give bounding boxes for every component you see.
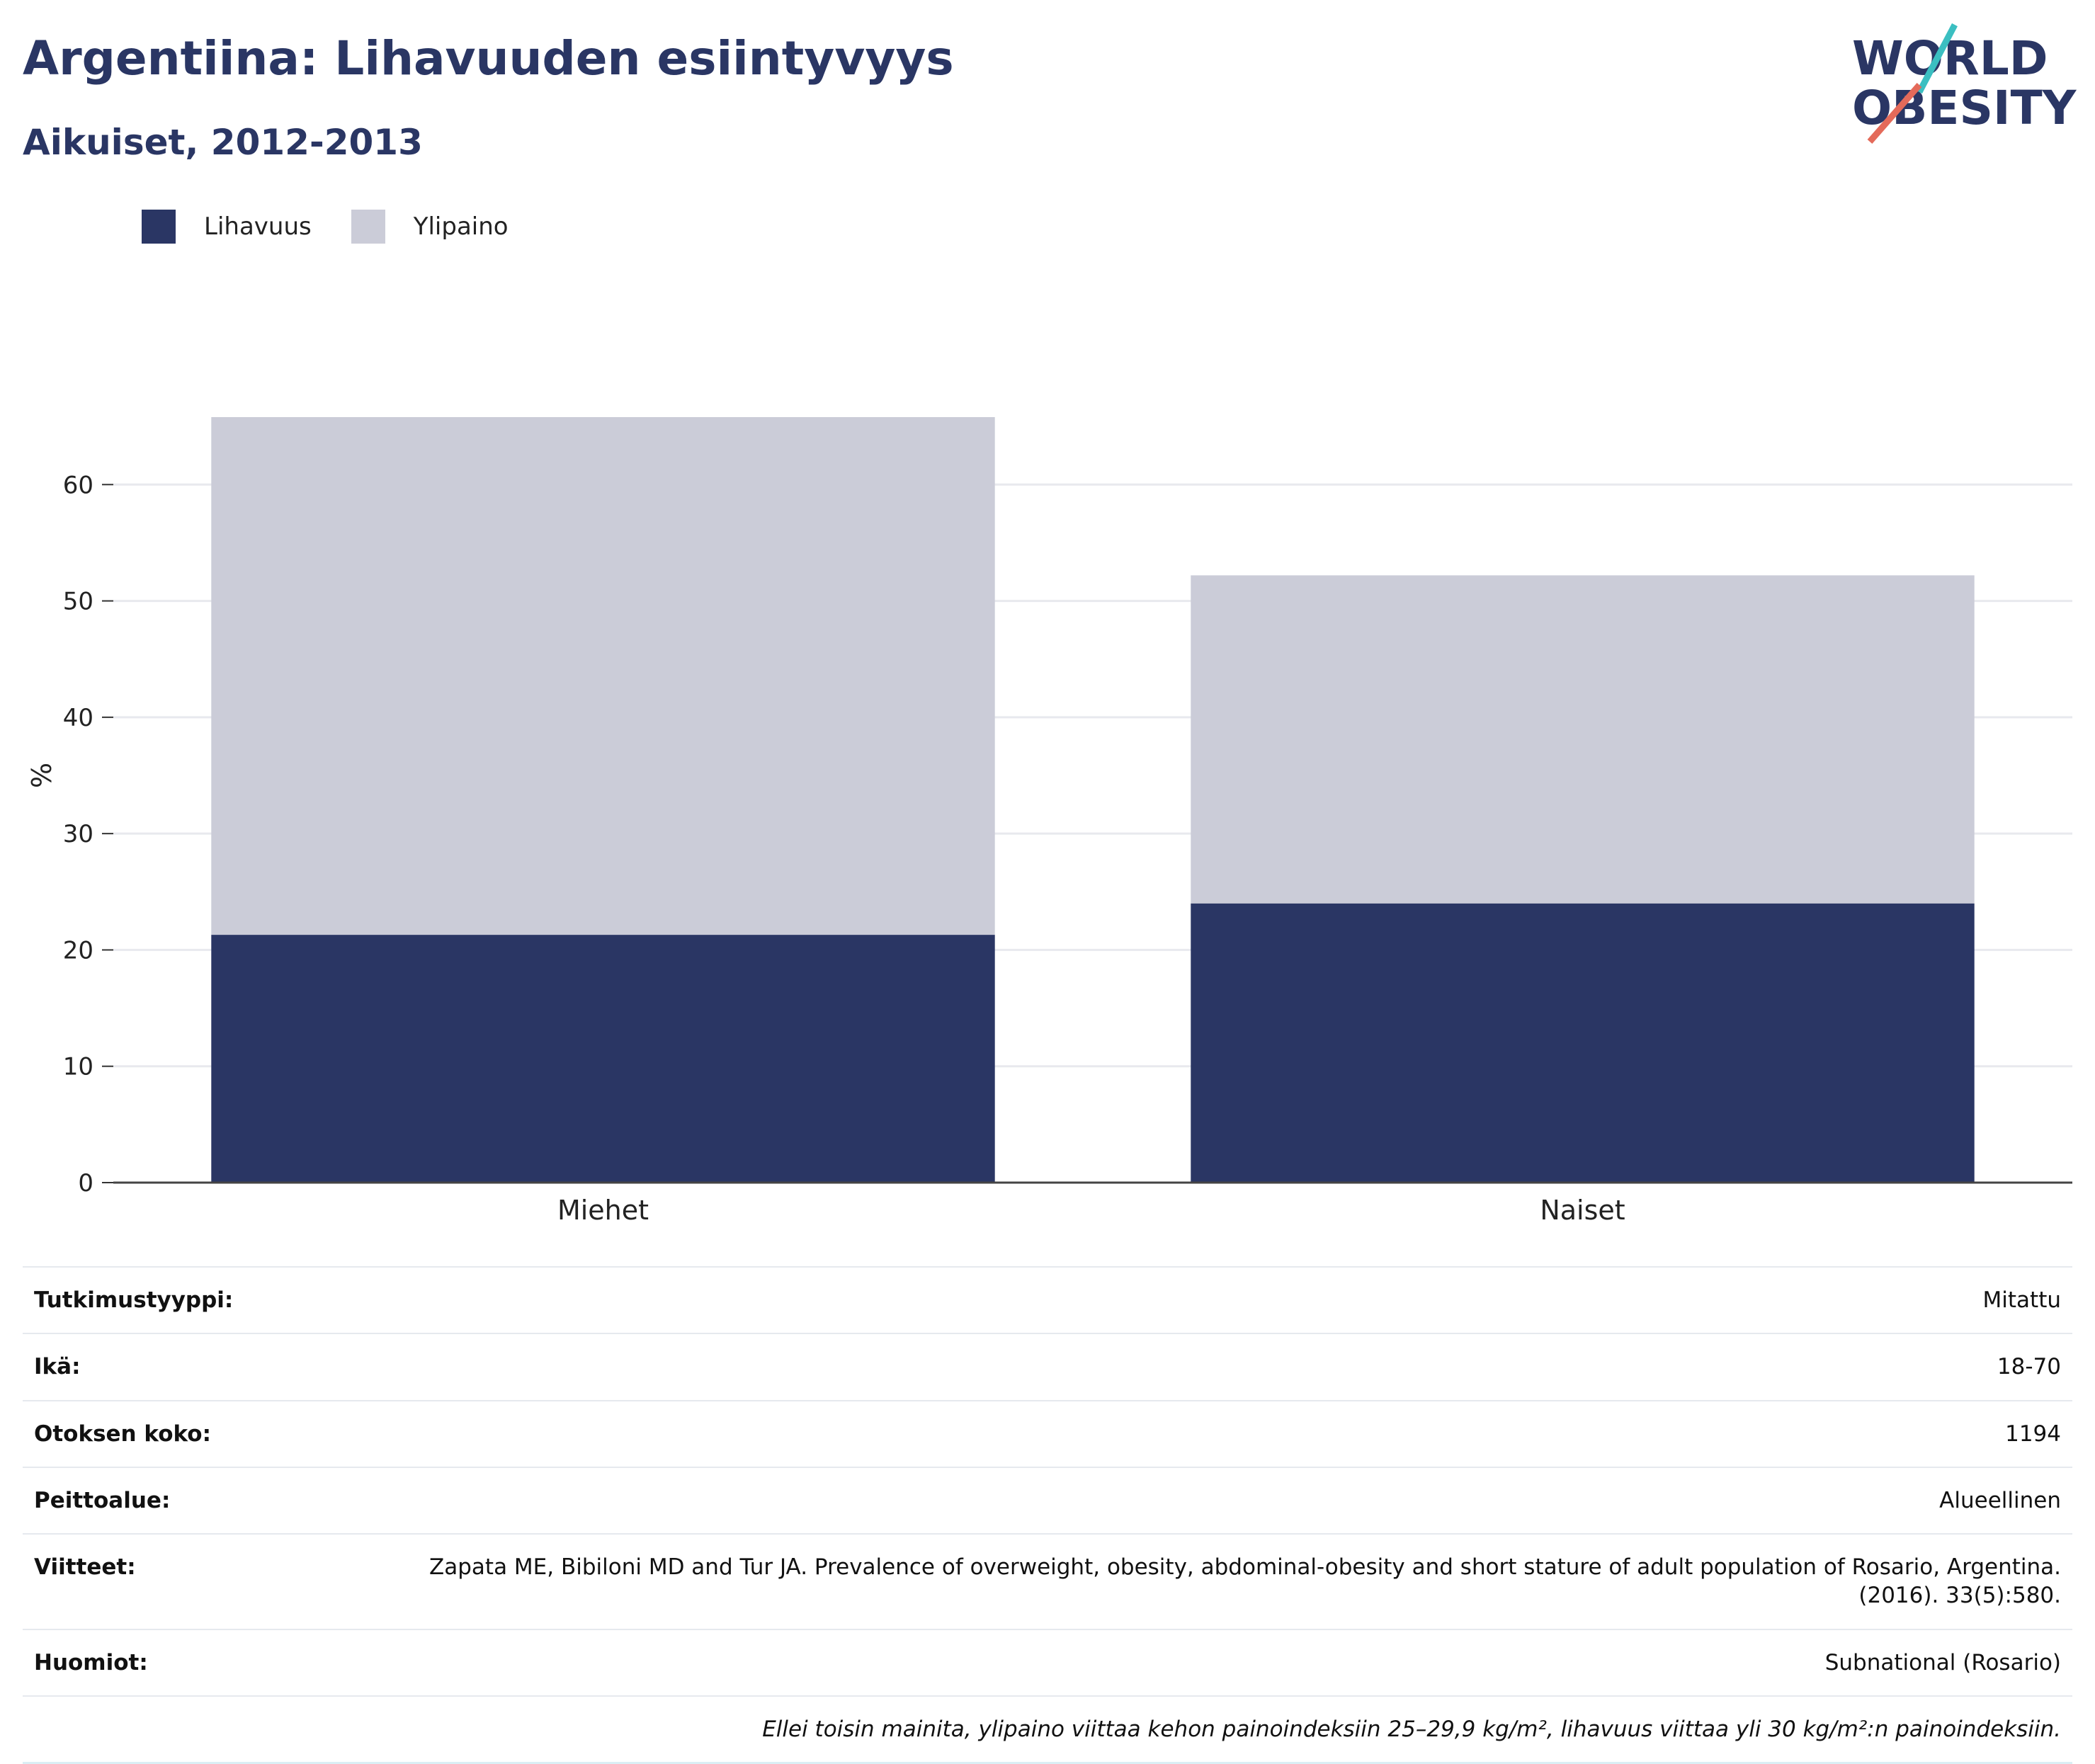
info-row-sample-size: Otoksen koko: 1194 [23,1399,2072,1467]
chart-legend: Lihavuus Ylipaino [142,210,548,244]
info-row-study-type: Tutkimustyyppi: Mitattu [23,1265,2072,1334]
legend-item-lihavuus: Lihavuus [142,210,312,244]
info-label: Tutkimustyyppi: [23,1265,399,1334]
info-label: Huomiot: [23,1628,399,1697]
y-tick-label: 20 [63,936,93,964]
legend-label-ylipaino: Ylipaino [413,212,509,241]
info-label: Peittoalue: [23,1466,399,1535]
x-tick-label: Naiset [1540,1195,1625,1226]
y-tick-label: 60 [63,471,93,499]
world-obesity-logo: WORLD OBESITY [1852,23,2077,144]
y-axis-label: % [26,763,57,788]
info-value: Zapata ME, Bibiloni MD and Tur JA. Preva… [399,1533,2072,1629]
y-tick-label: 0 [78,1169,93,1197]
legend-item-ylipaino: Ylipaino [351,210,509,244]
info-label: Otoksen koko: [23,1399,399,1467]
info-value: Alueellinen [399,1466,2072,1535]
logo-slash-coral [1867,83,1922,144]
info-value: 18-70 [399,1333,2072,1401]
footnote-text: Ellei toisin mainita, ylipaino viittaa k… [23,1695,2072,1764]
info-row-notes: Huomiot: Subnational (Rosario) [23,1628,2072,1697]
legend-label-lihavuus: Lihavuus [204,212,312,241]
info-value: 1194 [399,1399,2072,1467]
y-tick-label: 50 [63,588,93,616]
logo-text-obesity: OBESITY [1852,81,2077,135]
legend-swatch-ylipaino [351,210,385,244]
y-tick-label: 40 [63,704,93,732]
legend-swatch-lihavuus [142,210,176,244]
info-label: Viitteet: [23,1533,399,1629]
stacked-bar-chart: 0 10 20 30 40 50 60% Miehet Naiset [26,417,2072,1226]
info-value: Mitattu [399,1265,2072,1334]
bar-ylipaino-miehet [211,417,995,935]
info-row-footnote: Ellei toisin mainita, ylipaino viittaa k… [23,1695,2072,1764]
y-tick-label: 30 [63,820,93,848]
chart-title: Argentiina: Lihavuuden esiintyvyys [23,31,954,86]
info-row-coverage: Peittoalue: Alueellinen [23,1466,2072,1535]
logo-slash-teal [1917,23,1958,94]
study-info-table: Tutkimustyyppi: Mitattu Ikä: 18-70 Otoks… [23,1265,2072,1764]
bar-ylipaino-naiset [1191,575,1975,904]
bar-lihavuus-naiset [1191,903,1975,1183]
y-tick-label: 10 [63,1053,93,1081]
info-row-references: Viitteet: Zapata ME, Bibiloni MD and Tur… [23,1533,2072,1629]
chart-subtitle: Aikuiset, 2012-2013 [23,122,423,163]
info-row-age: Ikä: 18-70 [23,1333,2072,1401]
x-tick-label: Miehet [557,1195,649,1226]
info-label: Ikä: [23,1333,399,1401]
info-value: Subnational (Rosario) [399,1628,2072,1697]
bar-lihavuus-miehet [211,935,995,1183]
